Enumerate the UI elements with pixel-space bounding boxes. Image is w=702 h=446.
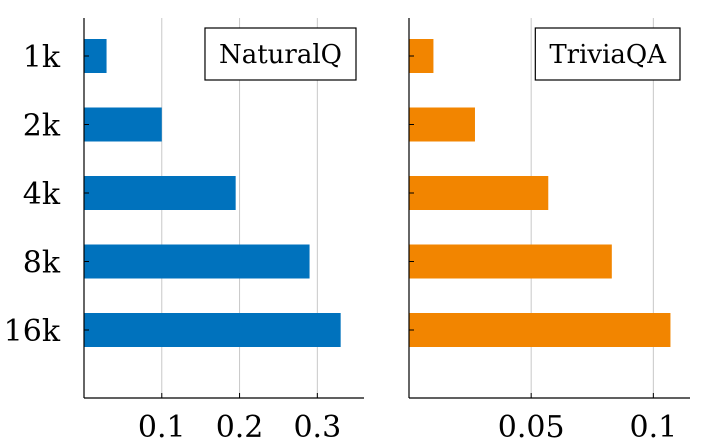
legend-label-0: NaturalQ (219, 40, 342, 70)
x-tick-label-0-1: 0.2 (216, 410, 264, 445)
y-tick-label-4k: 4k (23, 177, 61, 212)
x-tick-label-0-2: 0.3 (293, 410, 341, 445)
bar-1-2k (409, 107, 475, 142)
y-tick-label-8k: 8k (23, 246, 61, 281)
bar-1-8k (409, 244, 612, 279)
bar-1-16k (409, 313, 671, 347)
bar-0-1k (84, 39, 107, 73)
y-tick-label-16k: 16k (4, 314, 61, 349)
y-tick-label-1k: 1k (23, 40, 61, 75)
bar-0-8k (84, 244, 310, 279)
x-tick-label-1-0: 0.05 (498, 410, 565, 445)
bar-0-16k (84, 313, 341, 347)
y-tick-label-2k: 2k (23, 109, 61, 144)
bar-0-4k (84, 176, 236, 210)
legend-box-0 (204, 27, 357, 81)
x-tick-label-0-0: 0.1 (138, 410, 186, 445)
legend-box-1 (534, 27, 681, 81)
x-tick-label-1-1: 0.1 (629, 410, 677, 445)
bar-1-4k (409, 176, 549, 210)
bar-0-2k (84, 107, 162, 142)
legend-label-1: TriviaQA (549, 40, 667, 70)
